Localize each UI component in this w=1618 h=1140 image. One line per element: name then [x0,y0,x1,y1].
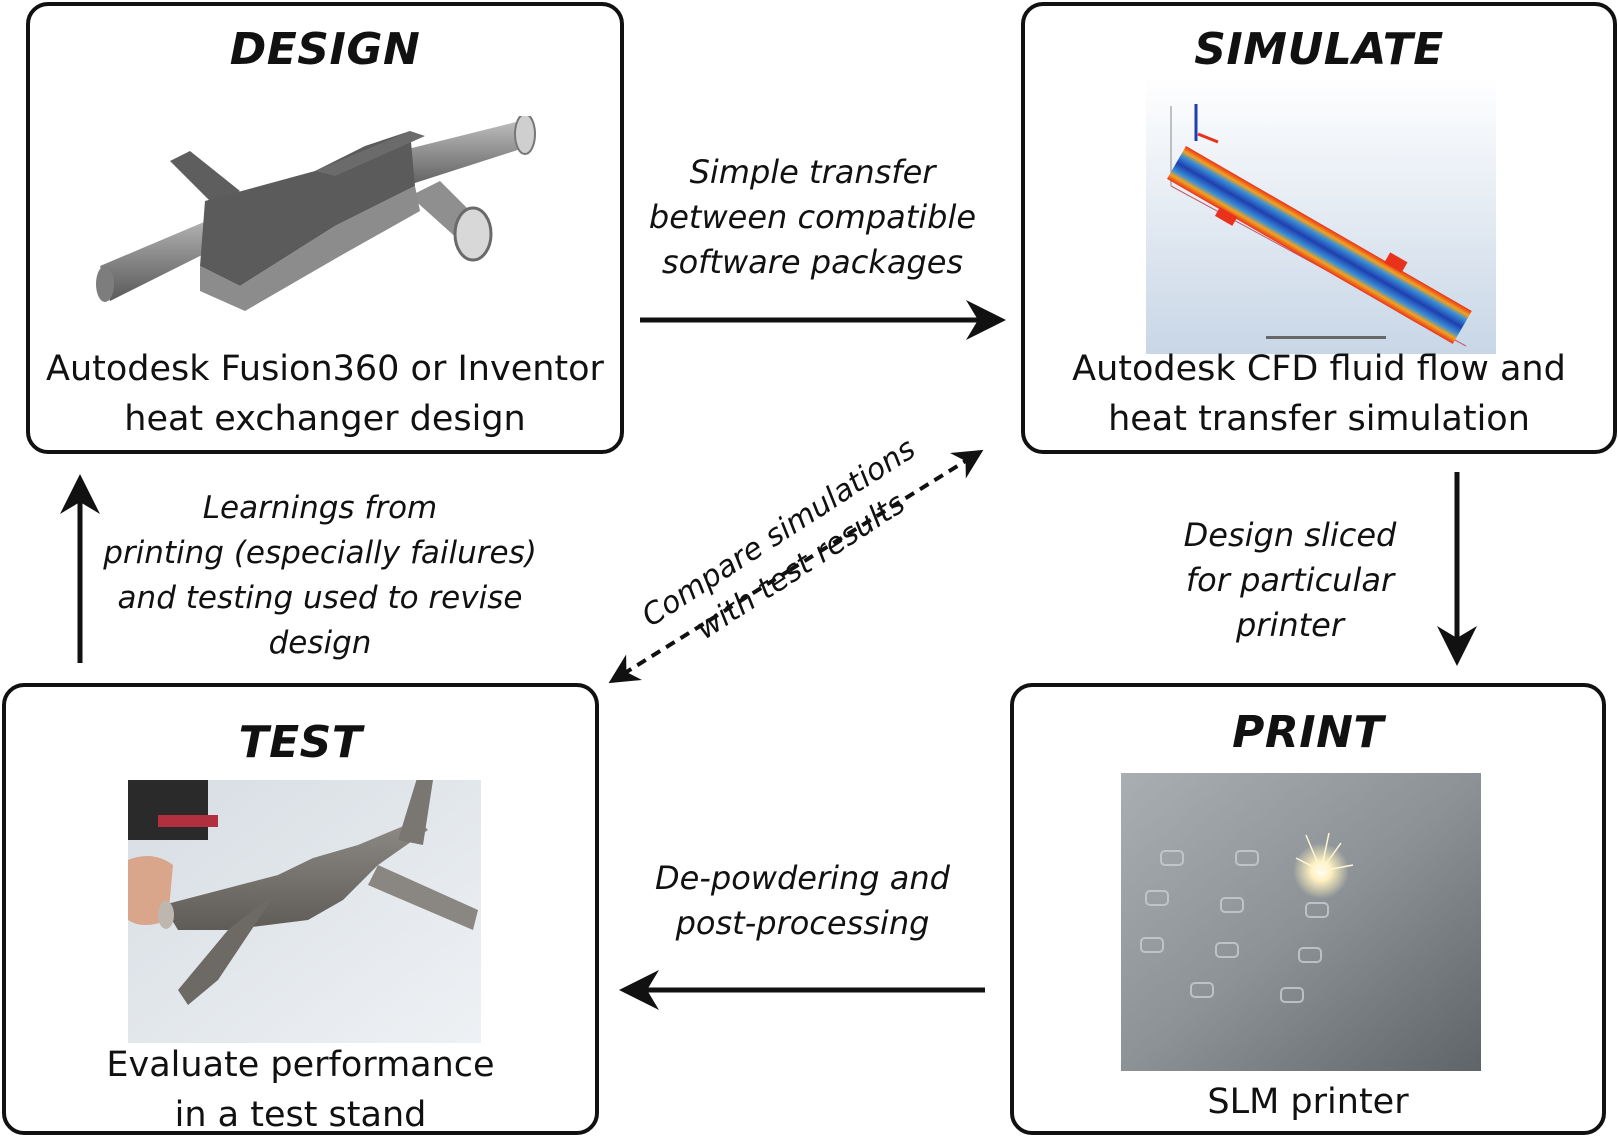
print-title: PRINT [1232,707,1384,758]
design-caption-line-2: heat exchanger design [124,399,526,439]
label-simulate-to-print: Design sliced for particular printer [1150,513,1430,648]
slm-printer-photo [1121,773,1481,1071]
label-design-to-simulate-line-1: Simple transfer [689,153,936,191]
label-test-to-design-line-2: printing (especially failures) [103,535,537,571]
print-caption-line-1: SLM printer [1207,1082,1409,1122]
label-test-to-design: Learnings from printing (especially fail… [100,486,540,666]
test-caption: Evaluate performance in a test stand [6,1040,595,1140]
label-print-to-test-line-2: post-processing [675,904,930,942]
label-test-to-design-line-4: design [268,625,372,661]
print-box: PRINT SLM printer [1010,683,1606,1135]
label-print-to-test: De-powdering and post-processing [630,856,975,946]
simulate-title: SIMULATE [1194,24,1444,75]
simulate-box: SIMULATE Autodesk CFD fluid flow and hea… [1021,2,1617,454]
label-test-to-design-line-1: Learnings from [202,490,438,526]
test-box: TEST Evaluate performance in a test stan… [2,683,599,1135]
label-simulate-to-print-line-2: for particular [1185,561,1395,599]
arrow-compare-to-test [608,568,792,684]
label-print-to-test-line-1: De-powdering and [655,859,950,897]
test-title: TEST [238,717,363,768]
test-caption-line-1: Evaluate performance [106,1045,495,1085]
heat-exchanger-cad-model-image [96,116,536,311]
label-test-to-design-line-3: and testing used to revise [117,580,523,616]
label-design-to-simulate-line-2: between compatible [648,198,977,236]
design-box: DESIGN Autodesk Fusion360 or Inventor he… [26,2,624,454]
design-title: DESIGN [229,24,421,75]
print-caption: SLM printer [1014,1077,1602,1127]
simulate-caption-line-2: heat transfer simulation [1108,399,1530,439]
printed-part-photo [128,780,481,1043]
label-design-to-simulate: Simple transfer between compatible softw… [640,150,985,285]
simulate-caption: Autodesk CFD fluid flow and heat transfe… [1025,344,1613,444]
test-caption-line-2: in a test stand [174,1095,427,1135]
design-caption: Autodesk Fusion360 or Inventor heat exch… [30,344,620,444]
simulate-caption-line-1: Autodesk CFD fluid flow and [1072,349,1566,389]
arrow-compare-to-simulate [788,449,984,572]
label-simulate-to-print-line-3: printer [1235,606,1345,644]
label-simulate-to-print-line-1: Design sliced [1183,516,1397,554]
label-design-to-simulate-line-3: software packages [661,243,964,281]
design-caption-line-1: Autodesk Fusion360 or Inventor [46,349,604,389]
cfd-simulation-image [1146,76,1496,354]
